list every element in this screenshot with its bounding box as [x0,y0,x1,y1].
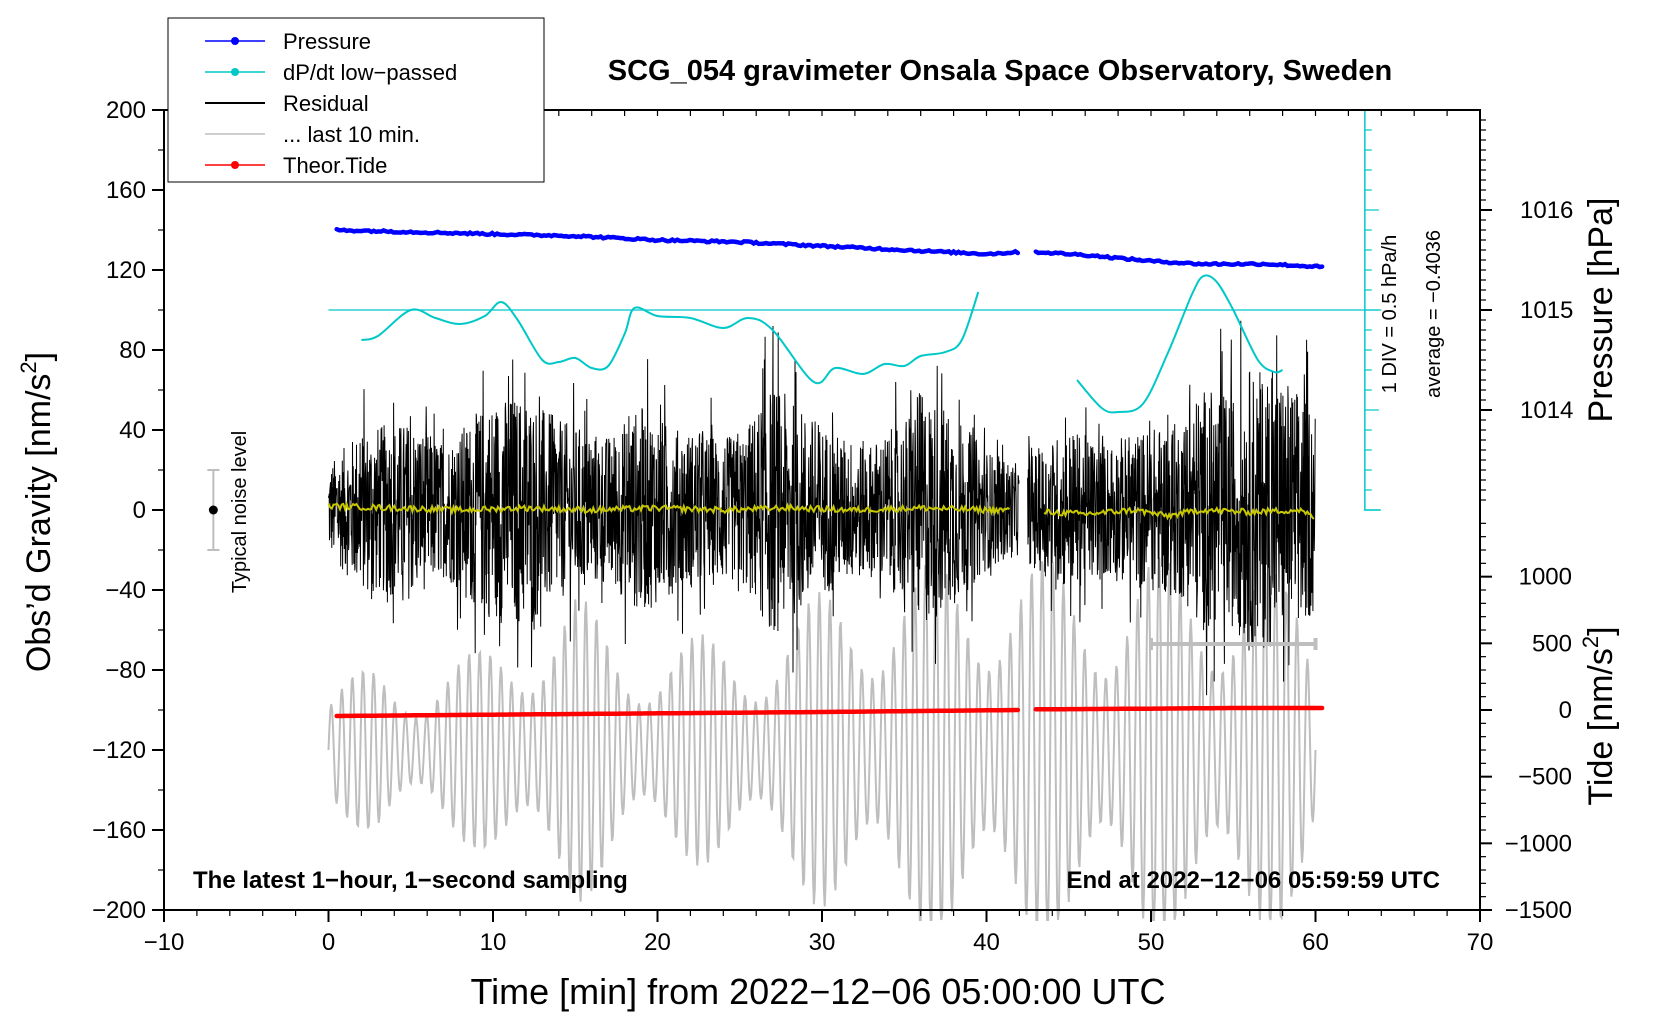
x-tick-label: 10 [480,929,507,956]
annotation-end-time: End at 2022−12−06 05:59:59 UTC [1066,867,1440,894]
y-tick-label: −40 [105,577,146,604]
annotation-sampling: The latest 1−hour, 1−second sampling [193,867,628,894]
x-tick-label: 30 [809,929,836,956]
y-tick-label: 80 [119,337,146,364]
pressure-tick-label: 1015 [1520,297,1573,324]
noise-level-label: Typical noise level [229,431,251,593]
x-tick-label: 0 [322,929,335,956]
y-tick-label: 200 [106,97,146,124]
last10-line [327,557,1317,921]
legend: Pressure dP/dt low−passed Residual ... last… [167,17,545,183]
x-tick-label: −10 [144,929,185,956]
pressure-line-1 [1033,249,1325,270]
x-tick-label: 50 [1138,929,1165,956]
tide-line-0 [334,707,1021,719]
y-tick-label: 160 [106,177,146,204]
dpdt-average-label: average = −0.4036 [1423,230,1445,398]
tide-tick-label: 0 [1559,697,1572,724]
residual-line-0 [328,325,1020,673]
y-axis-label-pressure: Pressure [hPa] [1582,198,1620,423]
y-tick-label: 0 [133,497,146,524]
pressure-tick-label: 1014 [1520,397,1573,424]
axes-layer: −10 0 10 20 30 40 50 60 70 −200 −160 −120 −80 −40 0 40 8… [92,97,1573,956]
legend-label: Residual [283,91,369,116]
legend-marker [231,68,239,76]
residual-mean-line-1 [1043,505,1315,521]
dpdt-line-0 [361,291,980,385]
y-tick-label: −120 [92,737,146,764]
x-tick-label: 40 [973,929,1000,956]
x-axis-label: Time [min] from 2022−12−06 05:00:00 UTC [470,971,1165,1012]
pressure-tick-label: 1016 [1520,197,1573,224]
y-tick-label: −160 [92,817,146,844]
legend-marker [231,161,239,169]
y-axis-label-tide: Tide [nm/s2] [1578,626,1620,805]
x-tick-label: 60 [1302,929,1329,956]
tide-tick-label: 500 [1532,630,1572,657]
x-tick-label: 70 [1467,929,1494,956]
tide-line-1 [1033,705,1325,712]
dpdt-line-1 [1076,274,1283,414]
y-tick-label: 40 [119,417,146,444]
legend-items: Pressure dP/dt low−passed Residual ... last… [205,29,457,178]
plot-layer [207,109,1382,921]
legend-label: ... last 10 min. [283,122,420,147]
x-tick-label: 20 [644,929,671,956]
legend-box [167,17,545,183]
tide-tick-label: −500 [1518,764,1572,791]
legend-label: Pressure [283,29,371,54]
legend-marker [231,37,239,45]
legend-label: dP/dt low−passed [283,60,457,85]
tide-tick-label: −1500 [1505,897,1572,924]
y-tick-label: −200 [92,897,146,924]
residual-mean-line-0 [327,500,1011,516]
chart-title: SCG_054 gravimeter Onsala Space Observat… [608,55,1392,87]
tide-tick-label: 1000 [1519,564,1572,591]
y-axis-label-left: Obs’d Gravity [nm/s2] [16,352,58,672]
tide-tick-label: −1000 [1505,830,1572,857]
y-tick-label: −80 [105,657,146,684]
pressure-line-0 [334,226,1021,257]
y-tick-label: 120 [106,257,146,284]
dpdt-scale-label: 1 DIV = 0.5 hPa/h [1379,235,1401,393]
noise-bar-dot [208,505,218,515]
legend-label: Theor.Tide [283,153,387,178]
